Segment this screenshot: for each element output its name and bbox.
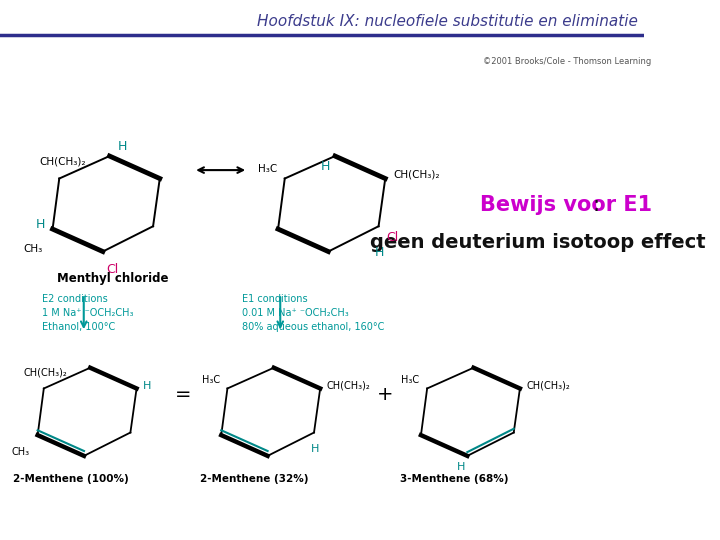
Text: =: = <box>176 384 192 404</box>
Text: E2 conditions
1 M Na⁺ ⁻OCH₂CH₃
Ethanol, 100°C: E2 conditions 1 M Na⁺ ⁻OCH₂CH₃ Ethanol, … <box>42 294 133 332</box>
Text: CH₃: CH₃ <box>12 447 30 457</box>
Text: CH(CH₃)₂: CH(CH₃)₂ <box>327 381 370 391</box>
Text: Menthyl chloride: Menthyl chloride <box>57 272 168 285</box>
Text: CH(CH₃)₂: CH(CH₃)₂ <box>40 157 86 167</box>
Text: H: H <box>320 160 330 173</box>
Text: 2-Menthene (100%): 2-Menthene (100%) <box>13 474 129 484</box>
Text: CH(CH₃)₂: CH(CH₃)₂ <box>526 381 570 391</box>
Text: H: H <box>311 444 320 455</box>
Text: H: H <box>143 381 151 391</box>
Text: H: H <box>117 140 127 153</box>
Text: H₃C: H₃C <box>401 375 420 385</box>
Text: CH(CH₃)₂: CH(CH₃)₂ <box>393 169 439 179</box>
Text: Cl: Cl <box>106 264 118 276</box>
Text: Cl: Cl <box>387 231 399 244</box>
Text: H: H <box>375 246 384 259</box>
Text: Bewijs voor E1: Bewijs voor E1 <box>480 195 652 215</box>
Text: H₃C: H₃C <box>258 164 277 174</box>
Text: Hoofdstuk IX: nucleofiele substitutie en eliminatie: Hoofdstuk IX: nucleofiele substitutie en… <box>257 14 638 29</box>
Text: H: H <box>456 462 465 472</box>
Text: H₃C: H₃C <box>202 375 220 385</box>
Text: E1 conditions
0.01 M Na⁺ ⁻OCH₂CH₃
80% aqueous ethanol, 160°C: E1 conditions 0.01 M Na⁺ ⁻OCH₂CH₃ 80% aq… <box>242 294 384 332</box>
Text: CH(CH₃)₂: CH(CH₃)₂ <box>23 368 67 377</box>
Text: :: : <box>593 195 600 215</box>
Text: +: + <box>377 384 394 404</box>
Text: 3-Menthene (68%): 3-Menthene (68%) <box>400 474 508 484</box>
Text: H: H <box>35 218 45 231</box>
Text: CH₃: CH₃ <box>24 244 43 254</box>
Text: geen deuterium isotoop effect: geen deuterium isotoop effect <box>370 233 706 253</box>
Text: ©2001 Brooks/Cole - Thomson Learning: ©2001 Brooks/Cole - Thomson Learning <box>483 57 651 66</box>
Text: 2-Menthene (32%): 2-Menthene (32%) <box>200 474 309 484</box>
